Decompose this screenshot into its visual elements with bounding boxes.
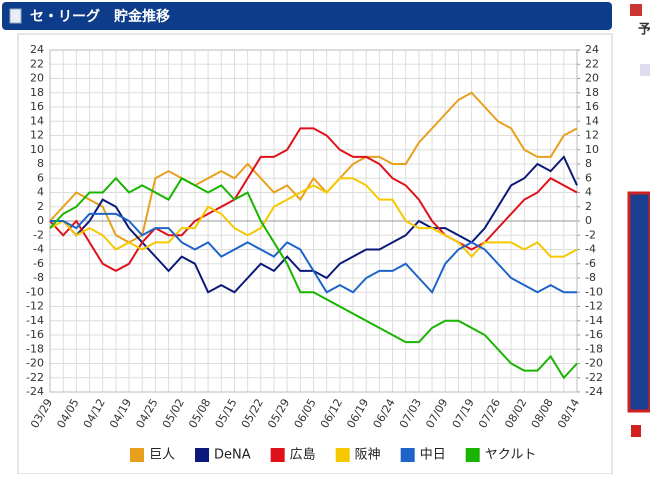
- y2-tick-label: -24: [585, 385, 603, 398]
- header-title: セ・リーグ 貯金推移: [30, 8, 170, 25]
- y2-tick-label: -18: [585, 342, 603, 355]
- y-tick-label: 16: [30, 100, 44, 113]
- y-tick-label: -20: [26, 357, 44, 370]
- legend-swatch: [130, 448, 144, 462]
- sidebar-icon: [630, 4, 642, 16]
- y-tick-label: -12: [26, 300, 44, 313]
- y-tick-label: 0: [37, 214, 44, 227]
- header-icon: [9, 8, 22, 24]
- y2-tick-label: 10: [585, 143, 599, 156]
- y-tick-label: 2: [37, 200, 44, 213]
- y2-tick-label: -14: [585, 314, 603, 327]
- y-tick-label: -16: [26, 328, 44, 341]
- y-tick-label: -14: [26, 314, 44, 327]
- series-line: [49, 177, 578, 259]
- sidebar-button: [631, 425, 641, 437]
- y2-tick-label: -22: [585, 371, 603, 384]
- legend-label: ヤクルト: [485, 448, 537, 463]
- legend-swatch: [195, 448, 210, 462]
- y-tick-label: -24: [26, 385, 44, 398]
- series-line: [50, 212, 577, 295]
- y2-tick-label: -12: [585, 300, 603, 313]
- legend-label: 阪神: [355, 448, 381, 463]
- series-line: [49, 176, 578, 380]
- y2-tick-label: -4: [585, 243, 596, 256]
- y2-tick-label: 12: [585, 129, 599, 142]
- y2-tick-label: 4: [585, 186, 592, 199]
- y2-tick-label: 24: [585, 43, 599, 56]
- series-line: [49, 127, 578, 273]
- y2-tick-label: -2: [585, 228, 596, 241]
- y-tick-label: -4: [33, 243, 44, 256]
- y-tick-label: 24: [30, 43, 44, 56]
- legend-swatch: [400, 448, 415, 462]
- y-tick-label: 4: [37, 186, 44, 199]
- y-tick-label: -6: [33, 257, 44, 270]
- y-tick-label: 10: [30, 143, 44, 156]
- y2-tick-label: 14: [585, 114, 599, 127]
- legend-label: DeNA: [214, 448, 251, 463]
- y2-tick-label: -8: [585, 271, 596, 284]
- y-tick-label: 14: [30, 114, 44, 127]
- legend-label: 広島: [290, 448, 316, 463]
- y-tick-label: 12: [30, 129, 44, 142]
- y2-tick-label: 2: [585, 200, 592, 213]
- y-tick-label: -2: [33, 228, 44, 241]
- y2-tick-label: 22: [585, 57, 599, 70]
- y2-tick-label: 16: [585, 100, 599, 113]
- y2-tick-label: 8: [585, 157, 592, 170]
- sidebar-label: 予: [638, 23, 650, 38]
- y-tick-label: 20: [30, 72, 44, 85]
- y-tick-label: 8: [37, 157, 44, 170]
- y-tick-label: -18: [26, 342, 44, 355]
- y2-tick-label: 18: [585, 86, 599, 99]
- y-tick-label: -8: [33, 271, 44, 284]
- y2-tick-label: -20: [585, 357, 603, 370]
- y-tick-label: 18: [30, 86, 44, 99]
- y2-tick-label: -6: [585, 257, 596, 270]
- legend-label: 巨人: [149, 448, 175, 463]
- y2-tick-label: -16: [585, 328, 603, 341]
- legend-label: 中日: [420, 448, 446, 463]
- legend-swatch: [335, 448, 350, 462]
- sidebar-banner: [627, 191, 650, 413]
- y-tick-label: 6: [37, 171, 44, 184]
- legend-swatch: [270, 448, 285, 462]
- header-bar: [2, 2, 612, 30]
- y2-tick-label: 20: [585, 72, 599, 85]
- y2-tick-label: -10: [585, 285, 603, 298]
- y2-tick-label: 6: [585, 171, 592, 184]
- legend-swatch: [465, 448, 480, 462]
- y2-tick-label: 0: [585, 214, 592, 227]
- sidebar-item: [640, 64, 650, 76]
- y-tick-label: -22: [26, 371, 44, 384]
- y-tick-label: 22: [30, 57, 44, 70]
- y-tick-label: -10: [26, 285, 44, 298]
